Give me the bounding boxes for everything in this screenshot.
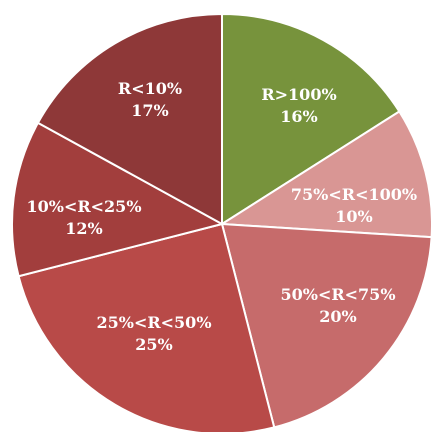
slice-percent-label: 10%	[335, 207, 372, 226]
slice-category-label: 50%<R<75%	[280, 285, 395, 304]
slice-category-label: 25%<R<50%	[96, 313, 211, 332]
pie-labels: R>100% 16% 75%<R<100% 10% 50%<R<75% 20% 25%<R<…	[26, 79, 417, 354]
pie-slice	[221, 12, 401, 226]
pie-slice	[36, 12, 223, 226]
pie-slice	[11, 121, 225, 278]
slice-percent-label: 16%	[280, 107, 317, 126]
slice-percent-label: 17%	[131, 101, 168, 120]
slice-percent-label: 20%	[319, 307, 356, 326]
slice-percent-label: 25%	[135, 335, 172, 354]
slice-category-label: R>100%	[261, 85, 336, 104]
slice-category-label: 75%<R<100%	[291, 185, 417, 204]
pie-slice	[218, 110, 431, 239]
pie-slice	[17, 222, 276, 432]
pie-slices	[11, 12, 431, 432]
pie-slice	[220, 222, 431, 429]
slice-category-label: 10%<R<25%	[26, 197, 141, 216]
slice-percent-label: 12%	[65, 219, 102, 238]
slice-category-label: R<10%	[118, 79, 182, 98]
